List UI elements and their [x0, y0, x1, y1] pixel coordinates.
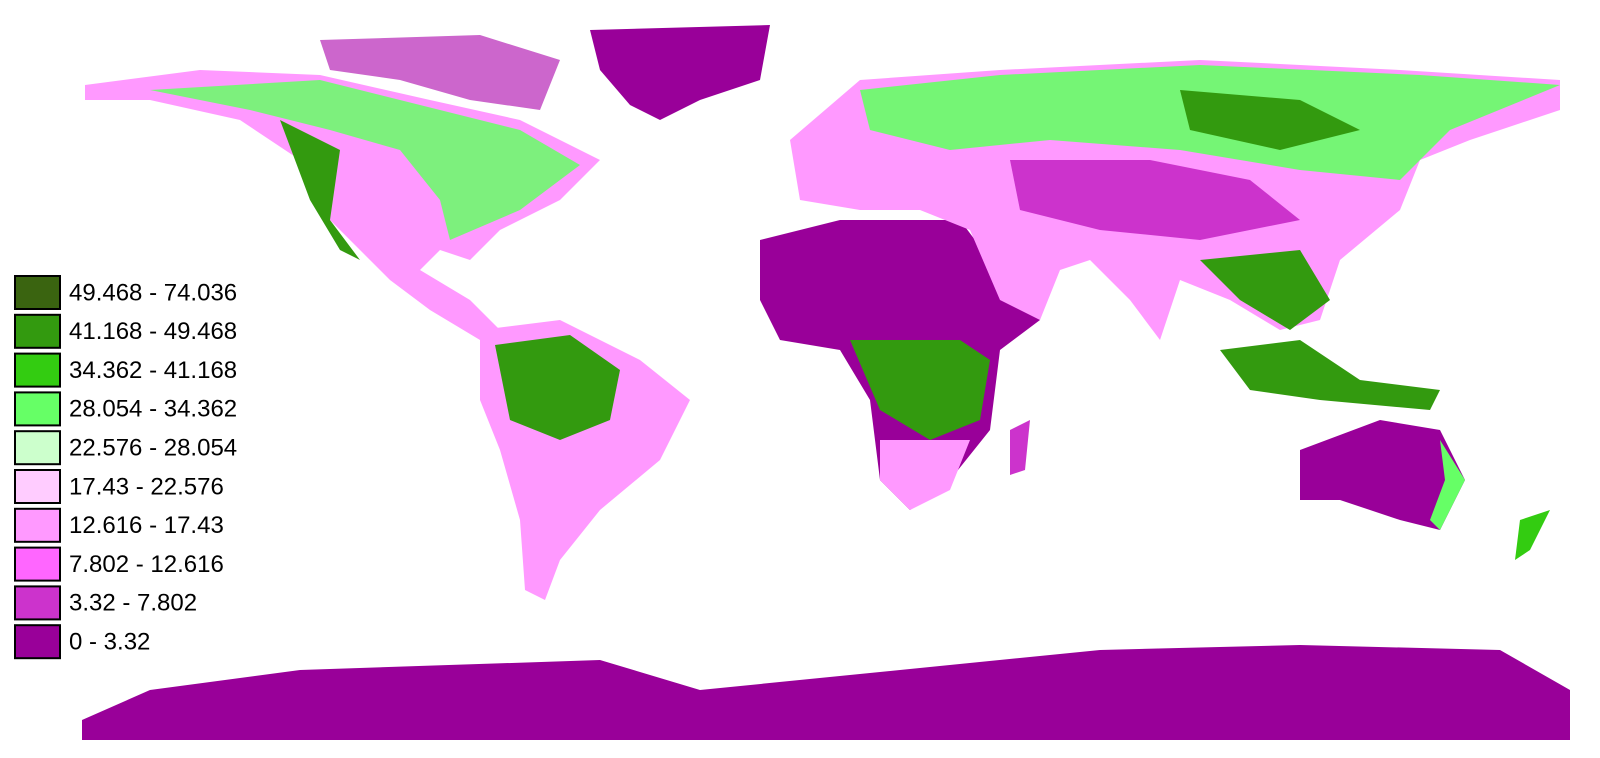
legend-label: 7.802 - 12.616: [69, 551, 224, 578]
legend-label: 3.32 - 7.802: [69, 590, 197, 617]
madagascar: [1010, 420, 1030, 475]
land: [82, 25, 1570, 740]
new-zealand: [1515, 510, 1550, 560]
taiga: [1180, 90, 1360, 150]
africa-forest: [850, 340, 990, 440]
north-america-forest: [150, 80, 580, 240]
southern-africa: [880, 440, 970, 510]
australia-coast: [1430, 440, 1465, 530]
legend-swatch: [14, 313, 61, 349]
arctic-islands: [320, 35, 560, 110]
legend-label: 12.616 - 17.43: [69, 512, 224, 539]
legend-label: 22.576 - 28.054: [69, 435, 237, 462]
antarctica: [82, 645, 1570, 740]
legend-swatch: [14, 585, 61, 621]
australia: [1300, 420, 1465, 530]
legend-swatch: [14, 391, 61, 427]
amazon: [495, 335, 620, 440]
legend-swatch: [14, 352, 61, 388]
legend-label: 41.168 - 49.468: [69, 318, 237, 345]
legend-label: 28.054 - 34.362: [69, 396, 237, 423]
legend-swatch: [14, 507, 61, 543]
legend-label: 34.362 - 41.168: [69, 357, 237, 384]
legend-swatch: [14, 546, 61, 582]
rockies-forest: [280, 120, 360, 260]
legend-label: 49.468 - 74.036: [69, 279, 237, 306]
indonesia: [1220, 340, 1440, 410]
central-asia: [1010, 160, 1300, 240]
legend-swatch: [14, 430, 61, 466]
legend-label: 17.43 - 22.576: [69, 473, 224, 500]
se-asia-forest: [1200, 250, 1330, 330]
legend-label: 0 - 3.32: [69, 629, 150, 656]
legend-swatch: [14, 469, 61, 504]
legend-swatch: [14, 275, 61, 310]
greenland: [590, 25, 770, 120]
legend: 49.468 - 74.036 41.168 - 49.468 34.362 - 4…: [14, 275, 237, 660]
legend-swatch: [14, 624, 61, 660]
